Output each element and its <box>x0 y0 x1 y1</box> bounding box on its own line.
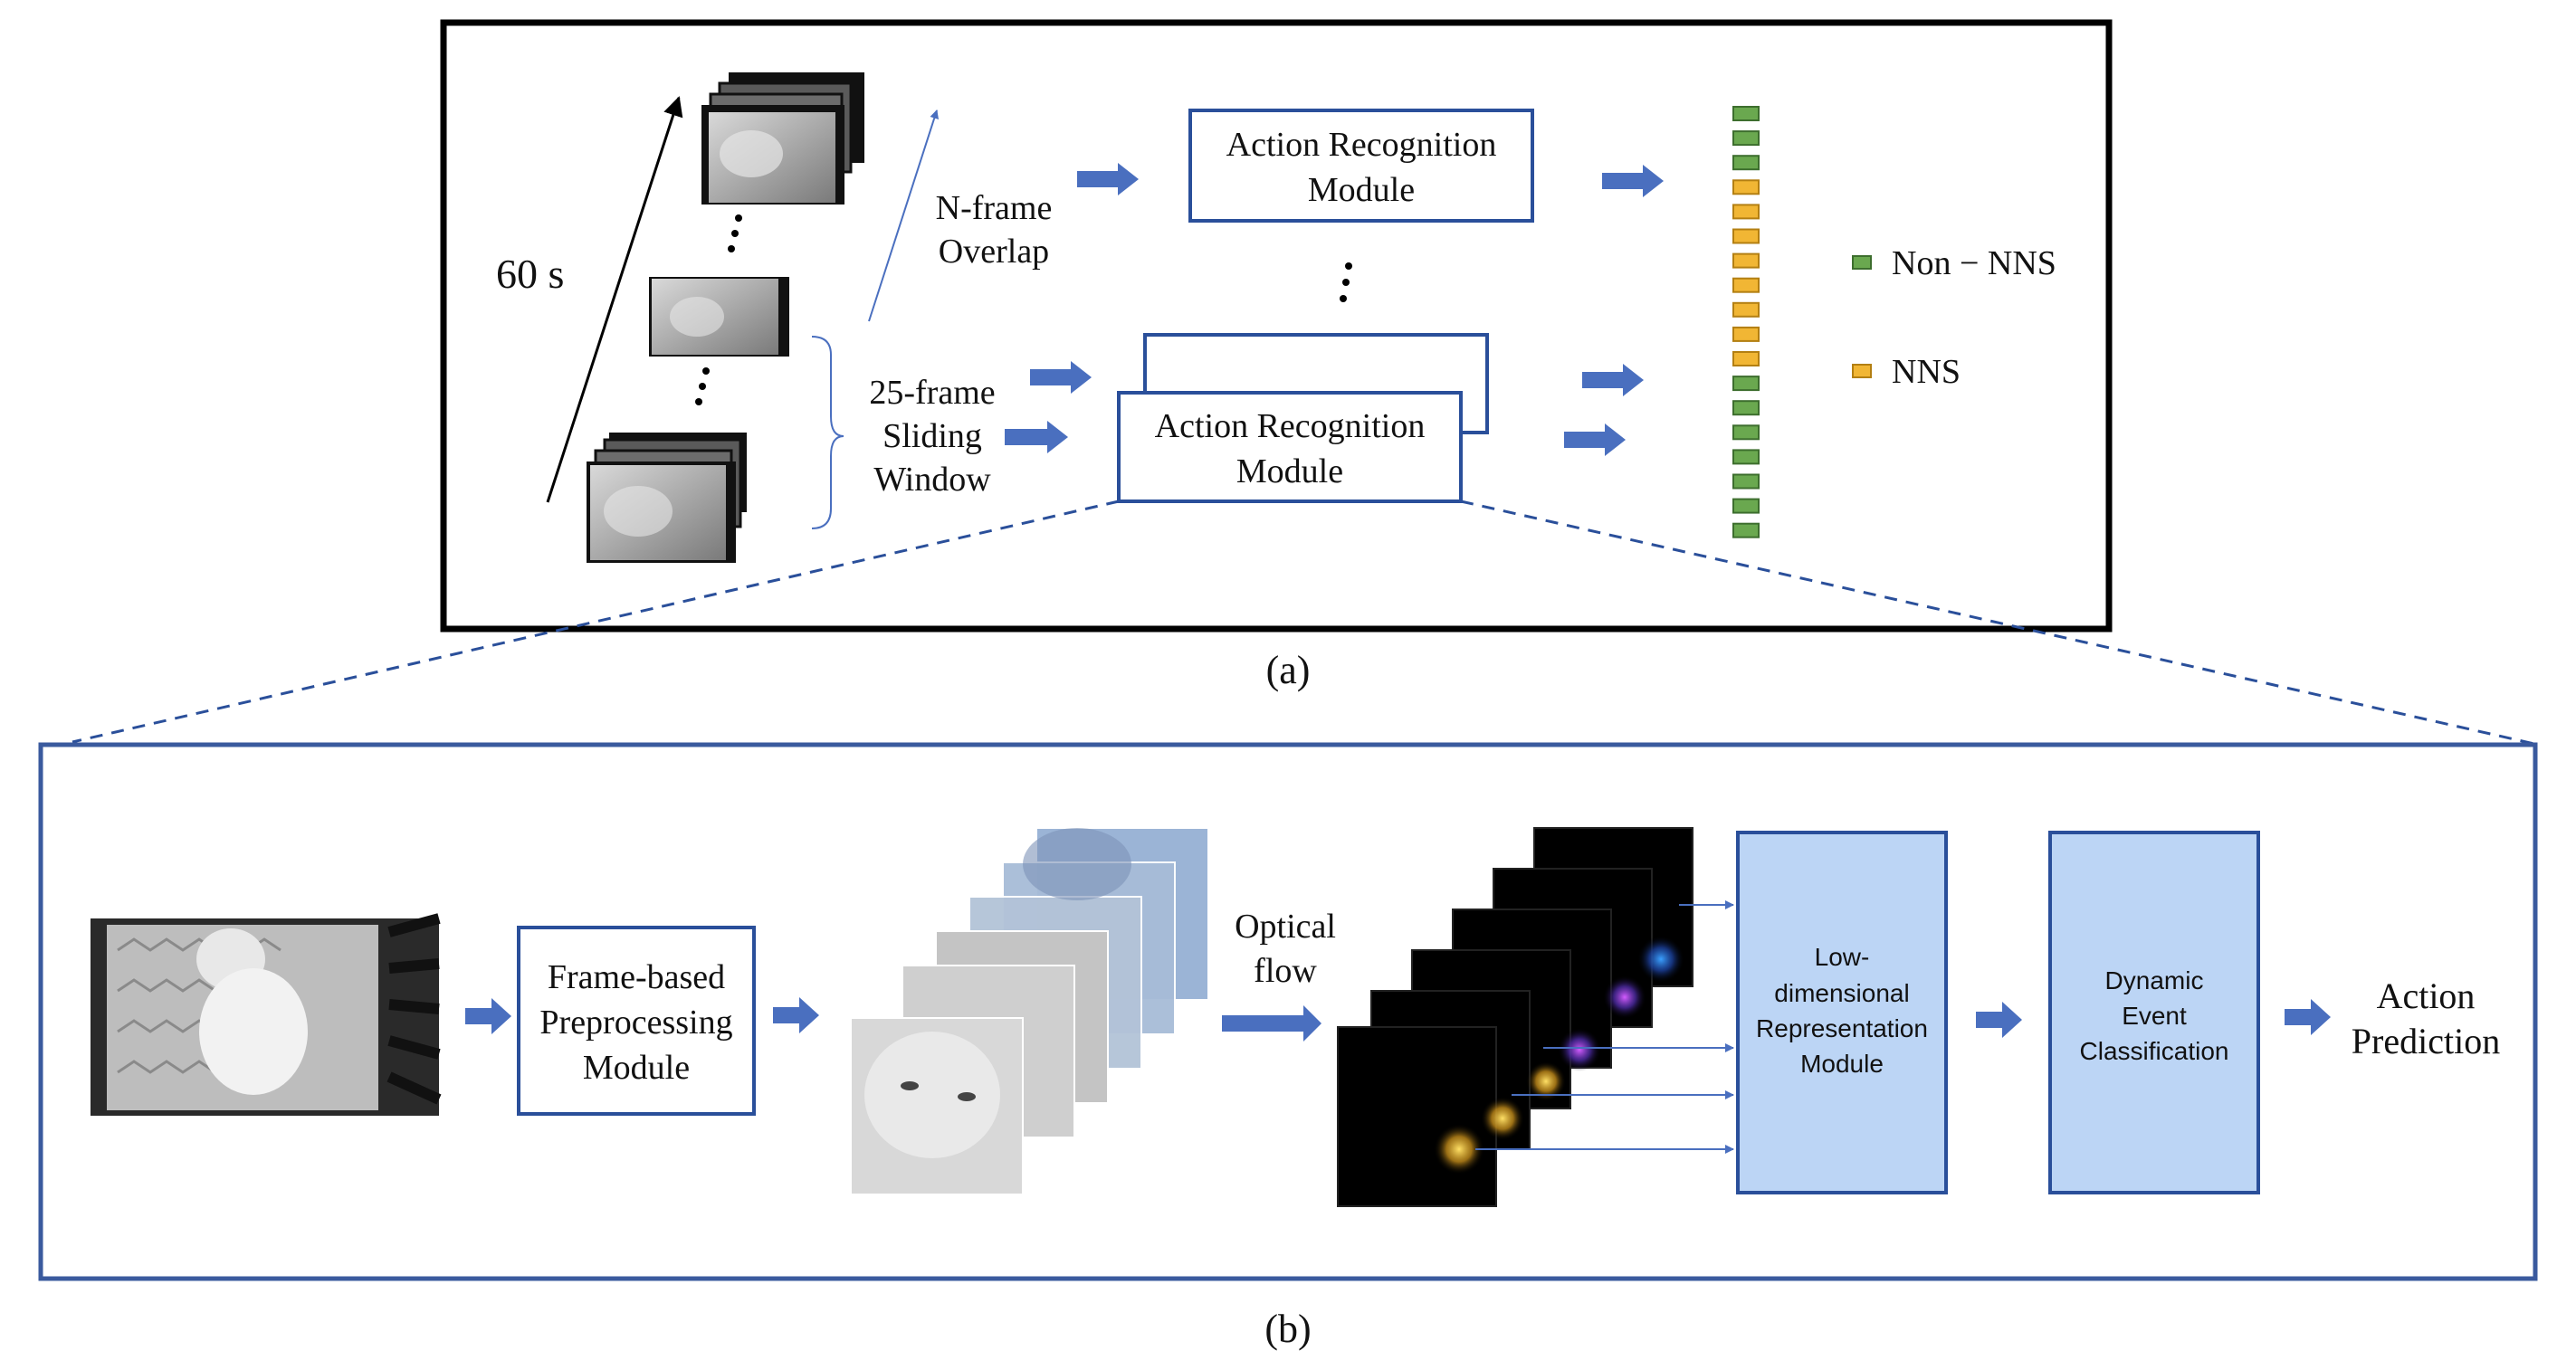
module-bottom-line2: Module <box>1236 452 1343 490</box>
arrow-optical-flow <box>1222 1005 1321 1042</box>
prediction-cell-non-nns <box>1732 522 1760 538</box>
legend-nns-label: NNS <box>1892 353 1961 391</box>
arrow-bottom-module-out-2 <box>1564 423 1626 456</box>
prediction-cell-nns <box>1732 277 1760 293</box>
arrow-preprocess-out <box>773 997 819 1033</box>
arrow-to-preprocess <box>465 998 511 1034</box>
frame-stack-bottom <box>587 433 747 563</box>
lowdim-line1: Low- <box>1815 943 1870 971</box>
preprocess-line1: Frame-based <box>548 958 725 996</box>
svg-text:25-frame: 25-frame <box>869 374 995 412</box>
prediction-cell-non-nns <box>1732 473 1760 490</box>
ellipsis-frames-lower <box>695 367 710 405</box>
zoom-line-left <box>72 499 1120 744</box>
preprocess-line2: Preprocessing <box>539 1004 732 1042</box>
caption-a: (a) <box>1266 648 1311 692</box>
low-dimensional-representation-module <box>1736 831 1948 1194</box>
action-prediction-line2: Prediction <box>2352 1021 2500 1061</box>
prediction-cell-non-nns <box>1732 155 1760 171</box>
panel-a-frame <box>440 19 2113 633</box>
arrow-bottom-module-out-1 <box>1582 364 1644 396</box>
optical-flow-line1: Optical <box>1235 908 1336 946</box>
panel-b-frame <box>38 742 2538 1281</box>
prediction-cell-non-nns <box>1732 498 1760 514</box>
prediction-cell-non-nns <box>1732 106 1760 121</box>
arrow-window-1 <box>1030 361 1092 394</box>
svg-text:Window: Window <box>873 461 991 499</box>
prediction-sequence <box>1732 106 1760 538</box>
legend-non-nns-swatch <box>1852 255 1872 270</box>
prediction-cell-nns <box>1732 252 1760 269</box>
action-recognition-module-bottom <box>1117 391 1463 503</box>
prediction-cell-non-nns <box>1732 424 1760 441</box>
prediction-cell-nns <box>1732 301 1760 318</box>
svg-text:Sliding: Sliding <box>883 417 982 455</box>
time-label: 60 s <box>496 251 564 297</box>
prediction-cell-nns <box>1732 351 1760 366</box>
lowdim-line2: dimensional <box>1774 979 1909 1007</box>
dynamic-line2: Event <box>2122 1002 2187 1030</box>
frame-stack-top <box>701 72 864 205</box>
prediction-cell-nns <box>1732 326 1760 342</box>
caption-b: (b) <box>1264 1307 1311 1351</box>
module-top-line2: Module <box>1308 171 1415 209</box>
prediction-cell-non-nns <box>1732 449 1760 465</box>
arrow-window-2 <box>1005 421 1068 453</box>
prediction-cell-nns <box>1732 204 1760 220</box>
time-axis-arrow <box>546 96 683 503</box>
optical-flow-line2: flow <box>1254 952 1317 990</box>
lowdim-line3: Representation <box>1756 1014 1928 1042</box>
ellipsis-frames-upper <box>728 214 742 252</box>
prediction-cell-nns <box>1732 179 1760 195</box>
input-frame-image <box>91 913 442 1116</box>
arrow-to-dynamic <box>1976 1002 2022 1038</box>
prediction-cell-non-nns <box>1732 400 1760 416</box>
module-top-line1: Action Recognition <box>1226 126 1497 164</box>
prediction-cell-non-nns <box>1732 376 1760 392</box>
legend: Non − NNS NNS <box>1852 244 2056 391</box>
preprocessed-frame-stack <box>850 827 1209 1195</box>
window-brace <box>811 336 844 529</box>
arrow-to-prediction <box>2285 999 2331 1035</box>
preprocessing-module <box>517 926 756 1116</box>
legend-non-nns-label: Non − NNS <box>1892 244 2056 282</box>
action-recognition-module-top <box>1188 109 1534 223</box>
arrow-top-module-out <box>1602 165 1664 197</box>
action-prediction-line1: Action <box>2377 975 2476 1016</box>
arrow-to-top-module <box>1077 163 1139 195</box>
overlap-label: N-frame Overlap <box>936 189 1053 271</box>
svg-text:N-frame: N-frame <box>936 189 1053 227</box>
dynamic-line3: Classification <box>2080 1037 2229 1065</box>
lowdim-line4: Module <box>1800 1050 1884 1078</box>
overlap-arrow <box>868 109 940 322</box>
zoom-line-right <box>1460 499 2535 746</box>
prediction-cell-nns <box>1732 228 1760 244</box>
prediction-cell-non-nns <box>1732 130 1760 147</box>
module-bottom-line1: Action Recognition <box>1155 407 1426 445</box>
legend-nns-swatch <box>1852 364 1872 378</box>
preprocess-line3: Module <box>583 1049 690 1087</box>
frame-stack-middle <box>649 277 789 357</box>
optical-flow-frame-stack <box>1337 827 1693 1207</box>
ellipsis-modules <box>1340 262 1352 302</box>
dynamic-line1: Dynamic <box>2105 966 2204 994</box>
dynamic-event-classification-module <box>2048 831 2260 1194</box>
sliding-window-label: 25-frame Sliding Window <box>869 374 995 499</box>
svg-text:Overlap: Overlap <box>939 233 1049 271</box>
